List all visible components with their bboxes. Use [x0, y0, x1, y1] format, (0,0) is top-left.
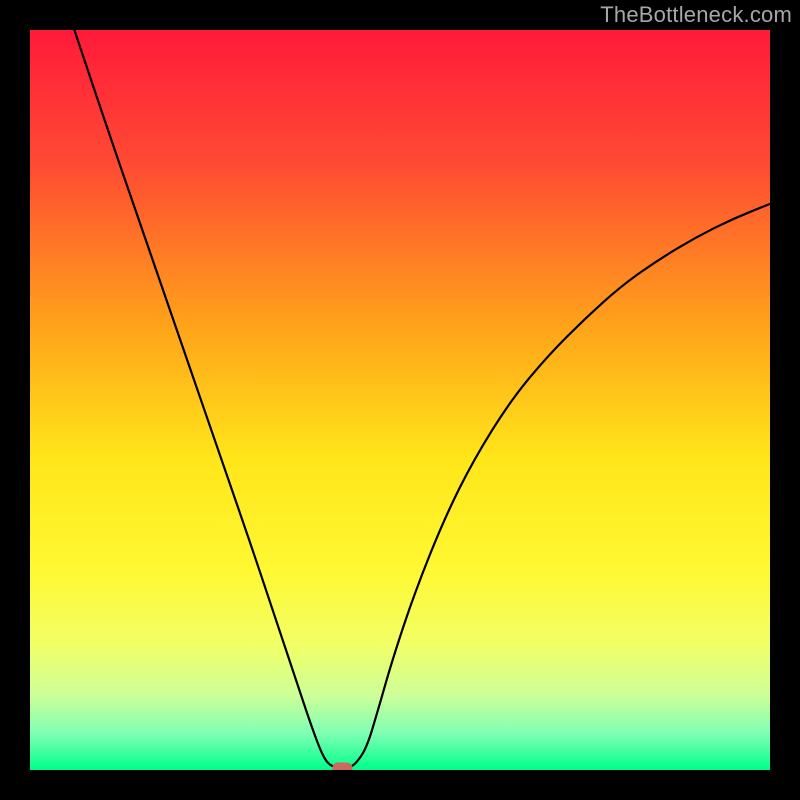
watermark-text: TheBottleneck.com	[600, 2, 792, 28]
chart-svg	[30, 30, 770, 770]
plot-frame	[0, 0, 800, 800]
sweet-spot-marker	[333, 762, 352, 770]
bottleneck-curve	[74, 30, 770, 768]
chart-plot-area	[30, 30, 770, 770]
